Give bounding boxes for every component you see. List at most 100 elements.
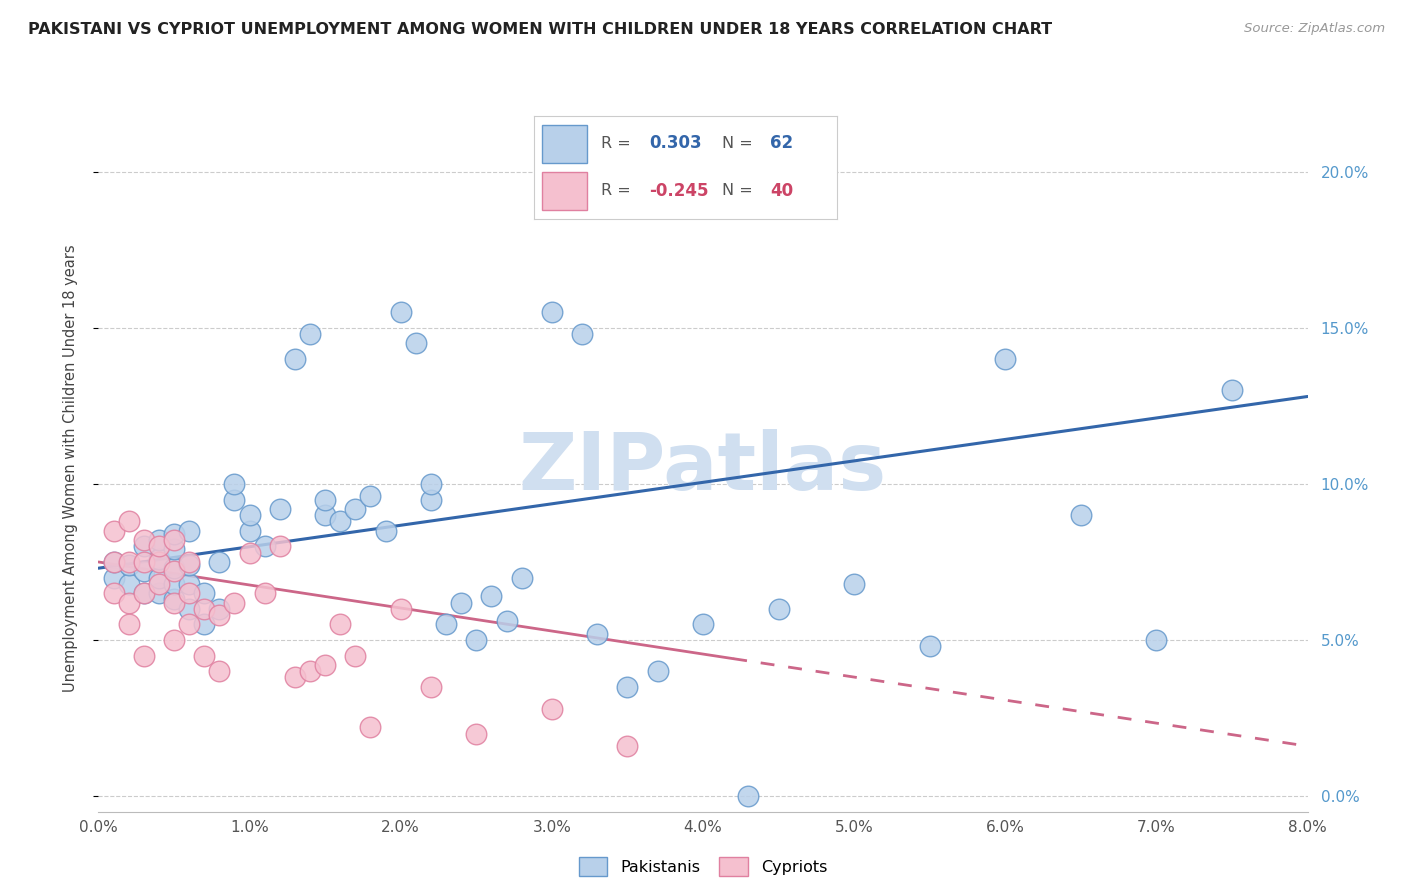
Point — [420, 492, 443, 507]
Text: ZIPatlas: ZIPatlas — [519, 429, 887, 508]
Point — [239, 508, 262, 523]
Text: PAKISTANI VS CYPRIOT UNEMPLOYMENT AMONG WOMEN WITH CHILDREN UNDER 18 YEARS CORRE: PAKISTANI VS CYPRIOT UNEMPLOYMENT AMONG … — [28, 22, 1052, 37]
Point — [132, 539, 155, 553]
Point — [148, 555, 170, 569]
Point — [224, 476, 246, 491]
Point — [269, 501, 291, 516]
Point — [103, 586, 125, 600]
Point — [208, 601, 231, 615]
Point — [118, 596, 141, 610]
Point — [420, 680, 443, 694]
Text: R =: R = — [600, 136, 636, 151]
Text: 0.303: 0.303 — [650, 134, 702, 153]
Point — [163, 542, 186, 557]
Point — [344, 648, 367, 663]
Text: R =: R = — [600, 184, 636, 198]
Point — [299, 326, 322, 341]
Point — [179, 555, 201, 569]
Point — [481, 589, 503, 603]
Point — [465, 633, 488, 648]
Point — [420, 476, 443, 491]
Point — [1070, 508, 1092, 523]
Text: N =: N = — [721, 184, 758, 198]
Point — [118, 558, 141, 573]
Point — [163, 592, 186, 607]
Point — [132, 555, 155, 569]
Point — [374, 524, 396, 538]
Point — [132, 586, 155, 600]
Point — [132, 533, 155, 547]
Point — [132, 564, 155, 578]
Y-axis label: Unemployment Among Women with Children Under 18 years: Unemployment Among Women with Children U… — [63, 244, 77, 692]
Point — [193, 648, 215, 663]
Point — [692, 617, 714, 632]
Text: 40: 40 — [770, 182, 793, 200]
Point — [148, 586, 170, 600]
Point — [616, 739, 638, 753]
Point — [148, 571, 170, 585]
Point — [179, 576, 201, 591]
Point — [163, 561, 186, 575]
Point — [571, 326, 593, 341]
Point — [163, 596, 186, 610]
Point — [208, 608, 231, 623]
Point — [1146, 633, 1168, 648]
Point — [344, 501, 367, 516]
Point — [299, 664, 322, 678]
Point — [360, 721, 382, 735]
Point — [193, 601, 215, 615]
Point — [329, 514, 352, 528]
Point — [163, 533, 186, 547]
Point — [163, 633, 186, 648]
Point — [118, 514, 141, 528]
Point — [389, 601, 412, 615]
Point — [179, 601, 201, 615]
Point — [844, 576, 866, 591]
Point — [405, 336, 427, 351]
Point — [314, 492, 336, 507]
Point — [163, 576, 186, 591]
Point — [314, 658, 336, 673]
Point — [163, 564, 186, 578]
Point — [193, 586, 215, 600]
Text: -0.245: -0.245 — [650, 182, 709, 200]
Point — [284, 671, 307, 685]
Point — [118, 576, 141, 591]
Text: N =: N = — [721, 136, 758, 151]
Point — [103, 555, 125, 569]
Point — [768, 601, 790, 615]
Point — [208, 555, 231, 569]
Point — [239, 524, 262, 538]
Point — [389, 305, 412, 319]
Point — [647, 664, 669, 678]
Text: 62: 62 — [770, 134, 793, 153]
Point — [616, 680, 638, 694]
Point — [1220, 384, 1243, 398]
Point — [586, 626, 609, 640]
Point — [179, 524, 201, 538]
Point — [132, 648, 155, 663]
Text: Source: ZipAtlas.com: Source: ZipAtlas.com — [1244, 22, 1385, 36]
Point — [179, 617, 201, 632]
Point — [193, 617, 215, 632]
FancyBboxPatch shape — [541, 172, 588, 210]
Point — [148, 539, 170, 553]
Point — [269, 539, 291, 553]
Point — [103, 571, 125, 585]
Point — [148, 533, 170, 547]
Point — [179, 558, 201, 573]
Point — [541, 305, 564, 319]
Point — [465, 726, 488, 740]
Point — [179, 586, 201, 600]
Point — [495, 614, 517, 628]
Point — [118, 617, 141, 632]
Point — [118, 555, 141, 569]
Point — [208, 664, 231, 678]
Point — [314, 508, 336, 523]
Point — [918, 639, 941, 653]
Point — [132, 586, 155, 600]
Point — [103, 555, 125, 569]
Point — [163, 526, 186, 541]
Point — [510, 571, 533, 585]
Point — [284, 351, 307, 366]
